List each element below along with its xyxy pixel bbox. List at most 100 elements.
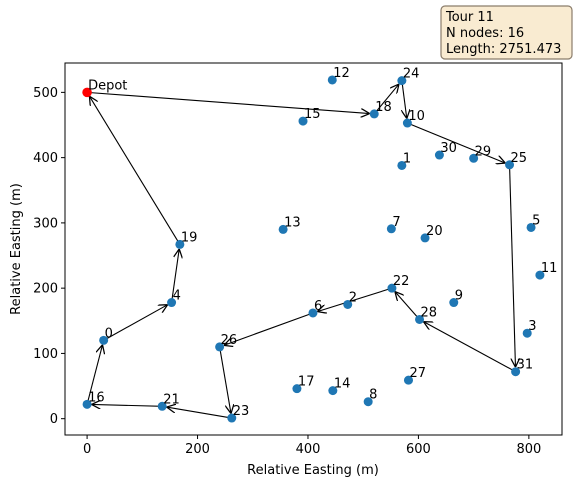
tour-edge <box>87 91 370 113</box>
y-tick-label: 500 <box>33 86 58 101</box>
plot-area <box>65 63 562 435</box>
y-axis-ticks: 0 100 200 300 400 500 <box>33 86 65 427</box>
node-point <box>469 153 479 163</box>
node-label: 19 <box>181 230 198 245</box>
y-tick-label: 400 <box>33 151 58 166</box>
node-label: 16 <box>88 390 105 405</box>
node-label: 8 <box>369 388 377 403</box>
plot-frame <box>64 62 563 436</box>
tour-edge <box>423 322 516 373</box>
node-point <box>215 342 225 352</box>
node-label: 0 <box>105 326 113 341</box>
node-point <box>308 308 318 318</box>
x-axis-ticks: 0 200 400 600 800 <box>83 435 541 457</box>
tour-edge <box>89 96 181 245</box>
node-label: 1 <box>403 151 411 166</box>
node-label: 14 <box>334 377 351 392</box>
tour-edge <box>407 122 505 163</box>
tour-nodes <box>82 75 545 423</box>
node-label: 9 <box>455 289 463 304</box>
x-tick-label: 200 <box>185 442 210 457</box>
node-label: 17 <box>298 375 315 390</box>
y-tick-label: 200 <box>33 282 58 297</box>
node-point <box>434 150 444 160</box>
node-label: 7 <box>392 215 400 230</box>
tour-edge <box>395 292 420 320</box>
node-point <box>99 335 109 345</box>
tour-edges <box>86 80 516 419</box>
info-tour: Tour 11 <box>445 10 494 25</box>
x-axis-label: Relative Easting (m) <box>247 463 379 478</box>
node-label: 27 <box>409 366 426 381</box>
y-tick-label: 300 <box>33 216 58 231</box>
node-label: 15 <box>304 107 321 122</box>
node-point <box>343 299 353 309</box>
tour-edge <box>373 84 399 115</box>
node-point <box>526 222 536 232</box>
node-point <box>298 116 308 126</box>
node-point <box>167 298 177 308</box>
node-point <box>278 224 288 234</box>
node-point <box>420 233 430 243</box>
tour-edge <box>402 80 407 119</box>
node-label: 5 <box>532 213 540 228</box>
depot-point <box>82 87 92 98</box>
node-point <box>522 328 532 338</box>
node-point <box>415 314 425 324</box>
node-point <box>449 298 459 308</box>
x-tick-label: 400 <box>296 442 321 457</box>
node-label: 2 <box>349 290 357 305</box>
tour-edge <box>508 164 516 367</box>
node-label: 12 <box>333 66 350 81</box>
info-box-background <box>440 5 573 60</box>
node-point <box>328 386 338 396</box>
node-point <box>535 270 545 280</box>
node-point <box>397 160 407 170</box>
node-point <box>386 224 396 234</box>
node-point <box>292 384 302 394</box>
node-point <box>327 75 337 85</box>
node-label: 20 <box>426 224 443 239</box>
tour-edge <box>224 312 314 345</box>
info-box: Tour 11 N nodes: 16 Length: 2751.473 <box>440 5 573 60</box>
node-point <box>369 109 379 119</box>
tour-edge <box>171 249 180 303</box>
x-tick-label: 0 <box>83 442 91 457</box>
node-point <box>402 118 412 128</box>
node-point <box>403 375 413 385</box>
node-point <box>157 401 167 411</box>
node-point <box>227 413 237 423</box>
tour-edge <box>86 345 102 405</box>
node-label: 26 <box>221 333 238 348</box>
node-label: 4 <box>173 289 181 304</box>
node-point <box>82 399 92 409</box>
node-label: 18 <box>375 100 392 115</box>
info-length: Length: 2751.473 <box>446 42 561 57</box>
node-point <box>511 367 521 377</box>
info-n-nodes: N nodes: 16 <box>446 26 524 41</box>
node-label: 29 <box>475 144 492 159</box>
node-point <box>397 76 407 86</box>
node-label: 3 <box>528 319 536 334</box>
node-label: 6 <box>314 299 322 314</box>
tour-edge <box>167 407 232 419</box>
y-tick-label: 100 <box>33 347 58 362</box>
node-point <box>363 397 373 407</box>
y-axis-label: Relative Easting (m) <box>9 183 24 315</box>
node-label: 22 <box>393 274 410 289</box>
node-label: 23 <box>233 404 250 419</box>
tour-edge <box>92 404 163 406</box>
node-label: 21 <box>163 392 180 407</box>
node-label: 11 <box>541 261 558 276</box>
node-point <box>175 239 185 249</box>
node-label: 24 <box>403 67 420 82</box>
x-tick-label: 800 <box>516 442 541 457</box>
tour-edge <box>103 305 168 341</box>
depot-label: Depot <box>88 78 127 93</box>
node-label: 13 <box>284 215 301 230</box>
node-point <box>387 283 397 293</box>
tour-edge <box>219 346 231 414</box>
tour-edge <box>317 287 393 311</box>
node-label: 31 <box>517 358 534 373</box>
